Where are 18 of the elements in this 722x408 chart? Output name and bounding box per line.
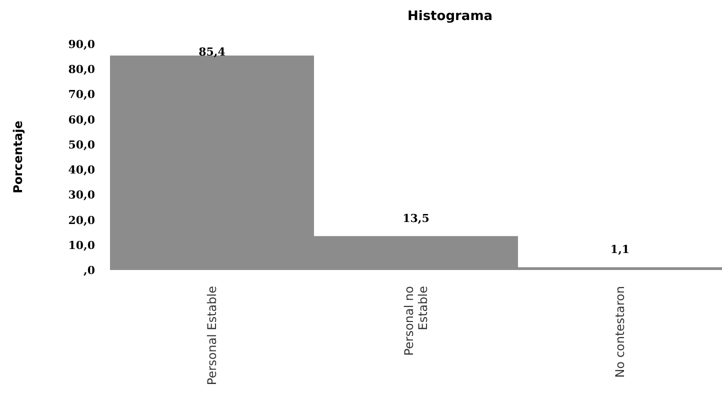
y-tick-label: 40,0 — [68, 164, 96, 177]
y-tick-label: 60,0 — [68, 113, 96, 126]
y-tick-label: 20,0 — [68, 214, 96, 227]
x-tick-label: Personal no Estable — [402, 286, 430, 356]
x-tick-label: No contestaron — [613, 286, 627, 378]
data-label: 85,4 — [198, 46, 226, 59]
data-label: 13,5 — [402, 212, 430, 226]
y-tick-label: 30,0 — [68, 188, 96, 202]
y-tick-label: 10,0 — [68, 238, 96, 252]
data-label: 1,1 — [610, 243, 630, 256]
y-axis-title: Porcentaje — [11, 120, 25, 194]
y-tick-label: 80,0 — [68, 63, 96, 76]
y-tick-label: ,0 — [84, 264, 96, 277]
chart-title: Histograma — [407, 9, 493, 24]
y-tick-label: 50,0 — [68, 138, 96, 152]
x-tick-label: Personal Estable — [205, 286, 219, 386]
y-tick-label: 70,0 — [68, 88, 96, 102]
y-tick-label: 90,0 — [68, 38, 96, 51]
